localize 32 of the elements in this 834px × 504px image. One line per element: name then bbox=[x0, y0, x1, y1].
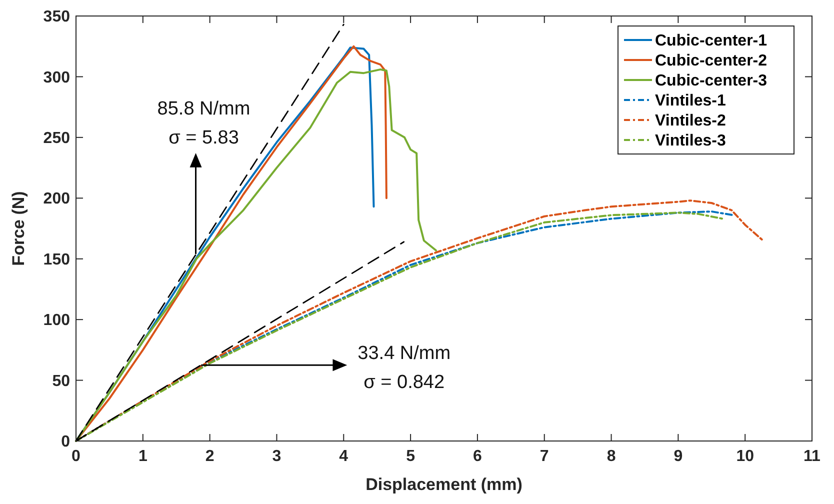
annotation: σ = 5.83 bbox=[168, 128, 239, 149]
annotation: 33.4 N/mm bbox=[358, 342, 451, 364]
legend-label: Cubic-center-3 bbox=[655, 72, 768, 90]
x-tick-label: 9 bbox=[674, 448, 683, 465]
y-tick-label: 250 bbox=[43, 130, 70, 148]
x-tick-label: 0 bbox=[72, 448, 81, 465]
x-tick-label: 4 bbox=[339, 448, 348, 465]
legend-label: Vintiles-3 bbox=[655, 132, 726, 150]
x-tick-label: 6 bbox=[473, 448, 482, 465]
legend-label: Cubic-center-1 bbox=[655, 32, 768, 50]
y-tick-label: 150 bbox=[43, 251, 70, 268]
x-tick-label: 8 bbox=[606, 448, 616, 465]
y-tick-label: 200 bbox=[43, 190, 70, 208]
y-axis-title: Force (N) bbox=[9, 191, 28, 266]
x-tick-label: 3 bbox=[272, 448, 282, 465]
legend-label: Vintiles-2 bbox=[655, 112, 726, 130]
x-axis-title: Displacement (mm) bbox=[366, 475, 522, 494]
annotation: 85.8 N/mm bbox=[157, 98, 250, 120]
y-tick-label: 50 bbox=[52, 372, 70, 390]
x-tick-label: 11 bbox=[804, 448, 821, 465]
x-tick-label: 10 bbox=[736, 448, 754, 465]
y-tick-label: 0 bbox=[61, 434, 70, 451]
legend-label: Vintiles-1 bbox=[655, 92, 726, 110]
x-tick-label: 7 bbox=[540, 448, 549, 465]
y-tick-label: 100 bbox=[43, 312, 70, 330]
x-tick-label: 5 bbox=[406, 448, 416, 465]
x-tick-label: 2 bbox=[205, 448, 214, 465]
x-tick-label: 1 bbox=[138, 448, 148, 465]
y-tick-label: 300 bbox=[43, 69, 70, 86]
legend-label: Cubic-center-2 bbox=[655, 52, 768, 70]
y-tick-label: 350 bbox=[43, 8, 70, 26]
annotation: σ = 0.842 bbox=[364, 372, 445, 393]
